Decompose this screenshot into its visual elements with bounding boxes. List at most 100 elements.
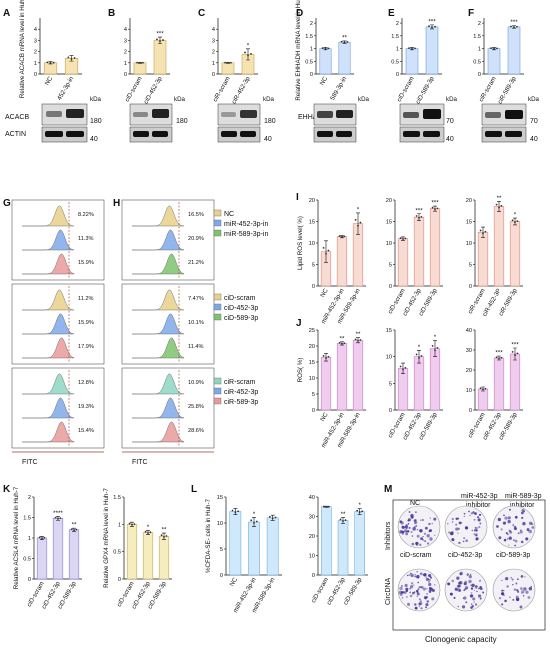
y-tick-label: 5 <box>469 263 472 269</box>
bar <box>133 62 147 75</box>
error-bar <box>252 516 256 527</box>
bar <box>397 238 409 287</box>
y-axis-label: Lipid ROS level( %) <box>297 216 304 270</box>
colony <box>425 603 429 607</box>
bar <box>487 48 501 75</box>
data-point <box>399 237 402 239</box>
colony <box>463 596 467 600</box>
significance-label: ** <box>341 511 346 518</box>
colony <box>422 587 426 591</box>
data-point <box>357 224 359 227</box>
y-tick-label: 3 <box>124 38 127 44</box>
colony <box>504 516 508 520</box>
gate-percentage: 28.6% <box>188 428 204 434</box>
colony <box>420 600 422 602</box>
bar <box>507 26 521 75</box>
colony <box>471 583 475 588</box>
data-point <box>322 246 325 249</box>
legend-swatch <box>213 397 222 405</box>
flow-panel-h: 16.5% 20.9% 21.2% 7.47% 10.1% 11.4% 10.9% 25.8%… <box>121 199 215 466</box>
y-tick-label: 1 <box>310 47 313 53</box>
y-tick-label: 10 <box>309 241 315 247</box>
colony <box>427 580 431 583</box>
marker-180-a: 180 <box>90 118 102 125</box>
significance-label: * <box>253 511 256 518</box>
colony <box>451 517 454 521</box>
data-point <box>322 505 325 508</box>
colony <box>429 576 433 579</box>
significance-label: *** <box>428 18 436 25</box>
data-point <box>41 537 43 540</box>
kda-label-e: kDa <box>446 96 458 103</box>
flow-cytometry: 8.22% 11.3% 15.9% 11.2% 15.9% 17.9% 12.8% 19.3%… <box>11 199 268 466</box>
legend-label: miR-452-3p-in <box>224 221 268 228</box>
data-point <box>247 54 249 57</box>
chart-e: 0 0.5 1 1.5 2 ciD-scram *** ciD-589-3p <box>391 18 442 105</box>
y-tick-label: 40 <box>309 495 315 501</box>
significance-label: *** <box>511 342 519 349</box>
error-bar <box>246 48 250 61</box>
data-point <box>325 505 328 508</box>
colony <box>496 525 499 528</box>
colony <box>419 543 422 546</box>
panel-label-i: I <box>296 192 299 203</box>
colony <box>399 593 403 596</box>
data-point <box>327 355 330 358</box>
histogram-trace <box>132 289 185 311</box>
colony <box>528 587 533 591</box>
y-tick-label: 0 <box>220 573 223 579</box>
colony <box>469 573 472 576</box>
significance-label: * <box>514 212 517 219</box>
bar <box>126 524 138 580</box>
colony <box>416 571 418 573</box>
colony <box>508 544 510 546</box>
colony <box>512 598 515 601</box>
blot-ehhadh-f <box>481 103 527 126</box>
data-point <box>342 520 344 522</box>
blot-band <box>317 131 333 137</box>
data-point <box>479 387 482 390</box>
colony <box>404 525 408 529</box>
gate-percentage: 11.3% <box>78 236 93 242</box>
y-tick-label: 5 <box>312 392 315 398</box>
colony <box>420 586 422 588</box>
data-point <box>338 341 341 344</box>
data-point <box>327 47 330 50</box>
colony <box>447 582 451 586</box>
caption-mir589-inh: inhibitor <box>510 502 535 509</box>
colony <box>478 587 481 590</box>
colony <box>409 585 414 589</box>
y-tick-label: 1.5 <box>391 34 399 40</box>
colony-well <box>444 568 488 612</box>
data-point <box>493 47 495 50</box>
y-tick-label: 3 <box>34 38 37 44</box>
colony <box>447 523 449 525</box>
error-bar <box>417 349 421 364</box>
data-point <box>484 230 487 233</box>
colony <box>410 582 414 585</box>
colony <box>456 576 460 580</box>
blot-band <box>505 110 523 119</box>
data-point <box>244 51 246 54</box>
y-tick-label: 10 <box>466 388 472 394</box>
data-point <box>354 218 357 221</box>
bar <box>509 353 521 411</box>
colony <box>415 589 419 593</box>
colony <box>511 578 514 581</box>
data-point <box>436 346 439 349</box>
y-tick-label: 0 <box>389 408 392 414</box>
data-point <box>411 47 413 50</box>
data-point <box>356 509 359 512</box>
gate-percentage: 11.2% <box>78 296 93 302</box>
colony <box>400 591 404 594</box>
y-tick-label: 1 <box>396 47 399 53</box>
colony <box>503 538 507 542</box>
y-tick-label: 2 <box>34 50 37 56</box>
y-tick-label: 10 <box>217 521 223 527</box>
colony <box>420 529 422 531</box>
colony <box>401 525 405 529</box>
y-tick-label: 10 <box>309 376 315 382</box>
data-point <box>359 221 362 224</box>
data-point <box>160 534 163 537</box>
blot-band <box>403 131 420 137</box>
